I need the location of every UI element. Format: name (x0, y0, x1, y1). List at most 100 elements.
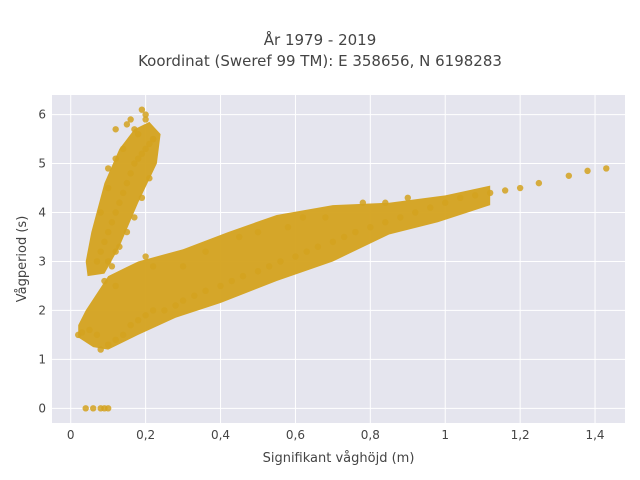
data-point (131, 214, 138, 221)
x-tick-label: 1,4 (585, 428, 604, 442)
data-point (104, 341, 112, 348)
y-tick-label: 1 (38, 352, 46, 366)
data-point (142, 116, 149, 123)
data-point (322, 214, 329, 221)
data-point (352, 228, 359, 236)
data-point (119, 189, 127, 197)
data-point (97, 209, 104, 216)
data-point (138, 106, 146, 113)
data-point (138, 150, 146, 157)
data-point (299, 214, 307, 221)
x-tick-label: 0 (67, 428, 75, 442)
data-point (172, 302, 179, 309)
data-point (78, 329, 86, 336)
data-point (93, 258, 101, 265)
data-point (427, 204, 434, 211)
data-point (134, 130, 142, 138)
data-point (134, 316, 142, 324)
y-tick-label: 5 (38, 157, 46, 171)
x-tick-label: 0,8 (361, 428, 380, 442)
data-point (359, 199, 367, 206)
data-point (112, 282, 119, 290)
data-point (82, 405, 89, 412)
data-point (93, 331, 101, 339)
data-point (236, 233, 243, 241)
data-point (486, 189, 494, 197)
data-point (516, 184, 524, 192)
scatter-points (75, 106, 610, 412)
y-tick-label: 2 (38, 303, 46, 317)
data-point (142, 253, 149, 260)
dense-cloud-steep (85, 121, 161, 277)
data-point (149, 135, 157, 143)
data-point (131, 160, 138, 167)
data-point (112, 126, 119, 133)
data-point (367, 223, 374, 231)
data-point (112, 155, 119, 162)
data-point (284, 223, 292, 231)
x-tick-label: 0,2 (136, 428, 155, 442)
y-tick-labels: 0 1 2 3 4 5 6 (38, 108, 46, 416)
x-tick-labels: 0 0,2 0,4 0,6 0,8 1 1,2 1,4 (67, 428, 605, 442)
data-point (86, 326, 93, 334)
y-axis-title: Vågperiod (s) (15, 216, 30, 303)
data-point (116, 243, 123, 250)
x-axis-title: Signifikant våghöjd (m) (263, 451, 415, 466)
data-point (254, 228, 262, 236)
data-point (277, 258, 284, 265)
data-point (101, 277, 108, 285)
data-point (303, 248, 310, 255)
data-point (501, 187, 509, 194)
data-point (146, 175, 153, 182)
y-tick-label: 6 (38, 108, 46, 122)
y-tick-label: 0 (38, 401, 46, 415)
data-point (104, 165, 112, 172)
data-point (108, 263, 116, 270)
data-point (112, 248, 119, 255)
x-tick-label: 1 (441, 428, 449, 442)
data-point (97, 248, 104, 255)
data-point (104, 184, 112, 192)
data-point (179, 297, 187, 304)
data-point (142, 312, 149, 319)
data-point (149, 263, 157, 270)
data-point (104, 228, 112, 236)
data-point (535, 179, 543, 187)
data-point (329, 238, 337, 246)
data-point (565, 172, 573, 179)
data-point (584, 167, 591, 175)
data-point (112, 209, 119, 216)
data-point (101, 238, 108, 246)
data-point (340, 233, 348, 241)
y-tick-label: 4 (38, 205, 46, 219)
data-point (104, 405, 112, 412)
data-point (108, 219, 116, 226)
data-point (457, 194, 464, 202)
x-tick-label: 0,6 (286, 428, 305, 442)
data-point (603, 165, 610, 172)
data-point (146, 140, 153, 148)
data-point (266, 263, 273, 270)
data-point (382, 219, 389, 226)
data-point (239, 272, 247, 280)
chart-title-line-1: År 1979 - 2019 (263, 31, 377, 49)
data-point (314, 243, 322, 250)
data-point (138, 194, 146, 202)
data-point (142, 145, 149, 153)
data-point (228, 277, 235, 285)
data-point (123, 121, 131, 128)
x-tick-label: 1,2 (511, 428, 530, 442)
data-point (89, 405, 97, 412)
data-point (127, 321, 134, 329)
data-point (202, 287, 209, 295)
data-point (123, 228, 131, 236)
chart-title: År 1979 - 2019 Koordinat (Sweref 99 TM):… (0, 30, 640, 72)
data-point (142, 111, 149, 118)
data-point (123, 179, 131, 187)
data-point (397, 214, 404, 221)
data-point (161, 307, 168, 314)
data-point (104, 258, 112, 265)
data-point (149, 307, 157, 314)
